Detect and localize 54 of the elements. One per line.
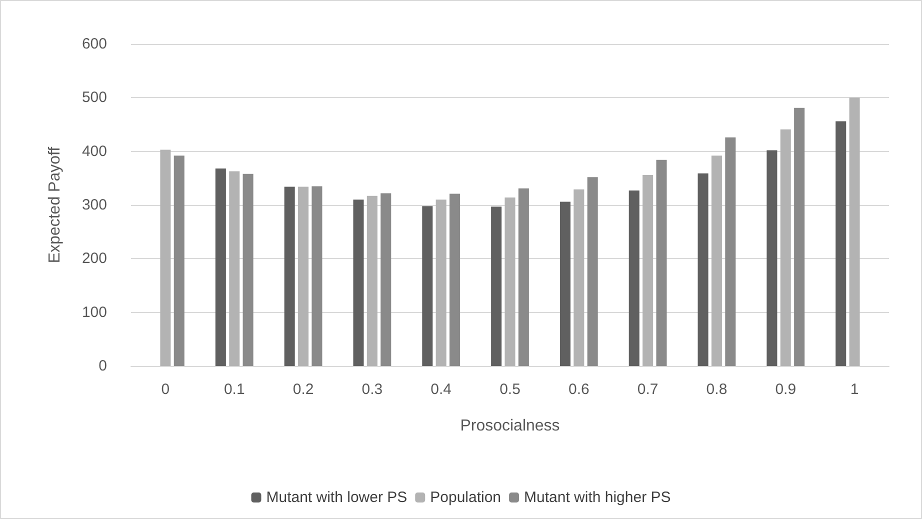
bar [587, 177, 598, 366]
bar [642, 174, 654, 366]
bar [366, 196, 378, 366]
bar [628, 190, 640, 366]
bar [312, 186, 322, 366]
bar [284, 186, 295, 366]
x-tick-label: 0 [161, 381, 170, 398]
bar [698, 173, 708, 366]
bar [353, 200, 364, 366]
y-tick-label: 0 [98, 358, 107, 374]
bar [574, 189, 584, 366]
x-tick-label: 0.3 [362, 381, 383, 398]
x-tick-label: 0.9 [775, 381, 796, 398]
x-tick-label: 0.2 [292, 381, 314, 398]
y-tick-label: 300 [82, 196, 107, 214]
bar [436, 200, 446, 366]
bar [780, 129, 791, 366]
bar [518, 188, 529, 366]
x-tick-label: 0.7 [637, 381, 658, 398]
x-axis-title: Prosocialness [460, 418, 560, 434]
y-axis-title: Expected Payoff [46, 146, 64, 264]
bar [560, 202, 570, 366]
y-tick-label: 100 [82, 304, 107, 321]
legend-label: Mutant with higher PS [524, 489, 671, 506]
bar [380, 193, 392, 366]
bar [215, 168, 226, 366]
bar [422, 206, 433, 366]
x-tick-label: 0.4 [430, 381, 452, 398]
bar [450, 194, 460, 366]
legend-label: Mutant with lower PS [266, 489, 408, 506]
y-tick-label: 600 [82, 36, 107, 52]
bar [656, 160, 667, 366]
bar [504, 197, 516, 366]
x-tick-label: 0.8 [706, 381, 728, 398]
bar [174, 156, 184, 366]
bar [725, 137, 736, 366]
bar [242, 174, 254, 366]
bar [711, 156, 722, 366]
x-tick-label: 0.5 [500, 381, 520, 398]
x-tick-label: 1 [850, 381, 859, 398]
y-tick-label: 400 [82, 142, 107, 160]
bar [160, 150, 171, 366]
bar [491, 206, 502, 366]
bar [794, 108, 805, 366]
legend-label: Population [430, 489, 502, 506]
bar [849, 98, 860, 366]
bar [766, 150, 778, 366]
x-tick-label: 0.1 [224, 381, 245, 398]
bar [229, 171, 240, 366]
bar [836, 121, 846, 366]
y-tick-label: 500 [82, 89, 107, 106]
x-tick-label: 0.6 [568, 381, 590, 398]
bar [298, 186, 309, 366]
y-tick-label: 200 [82, 250, 107, 268]
